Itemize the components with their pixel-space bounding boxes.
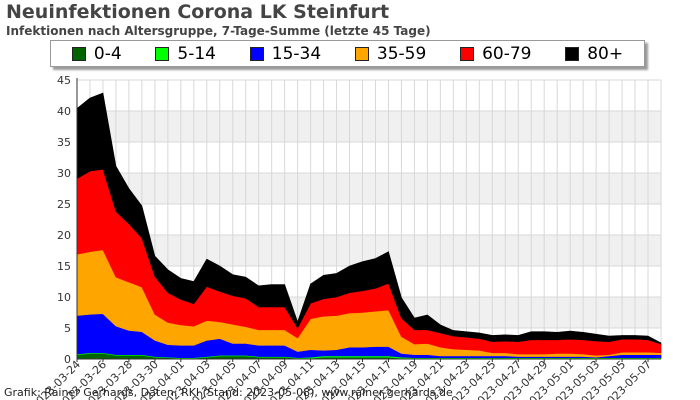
y-tick-label: 30 [57, 167, 71, 180]
band [77, 173, 661, 204]
y-tick-label: 35 [57, 136, 71, 149]
y-tick-label: 0 [64, 353, 71, 366]
y-tick-label: 10 [57, 291, 71, 304]
legend-swatch [565, 46, 580, 61]
legend-swatch [460, 46, 475, 61]
y-tick-labels: 0 5 10 15 20 25 30 35 40 45 [57, 74, 71, 366]
y-tick-label: 20 [57, 229, 71, 242]
legend: 0-4 5-14 15-34 35-59 60-79 80+ [50, 40, 645, 67]
chart-title: Neuinfektionen Corona LK Steinfurt [6, 1, 390, 23]
legend-item-15-34: 15-34 [249, 43, 322, 64]
band [77, 111, 661, 142]
y-tick-label: 45 [57, 74, 71, 87]
area-series-80+ [76, 92, 662, 345]
legend-item-80+: 80+ [565, 44, 623, 64]
y-tick-label: 15 [57, 260, 71, 273]
stacked-areas [76, 92, 662, 360]
legend-item-5-14: 5-14 [155, 44, 216, 64]
legend-swatch [71, 46, 86, 61]
legend-swatch [354, 46, 369, 61]
legend-label: 80+ [587, 43, 624, 64]
axes [76, 78, 661, 360]
legend-swatch [155, 46, 170, 61]
chart-subtitle: Infektionen nach Altersgruppe, 7-Tage-Su… [6, 24, 431, 38]
y-tick-label: 5 [64, 322, 71, 335]
legend-item-0-4: 0-4 [71, 43, 122, 64]
legend-label: 0-4 [93, 43, 122, 64]
y-tick-label: 25 [57, 198, 71, 211]
credit-text: Grafik: Rainer Gerhards, Daten: RKI (Sta… [4, 386, 453, 399]
legend-label: 35-59 [376, 43, 427, 64]
legend-label: 15-34 [271, 43, 322, 64]
legend-item-60-79: 60-79 [460, 44, 531, 64]
legend-swatch [249, 46, 264, 61]
legend-label: 60-79 [482, 43, 532, 64]
y-tick-label: 40 [57, 105, 71, 118]
legend-label: 5-14 [177, 43, 216, 64]
legend-item-35-59: 35-59 [354, 43, 427, 64]
